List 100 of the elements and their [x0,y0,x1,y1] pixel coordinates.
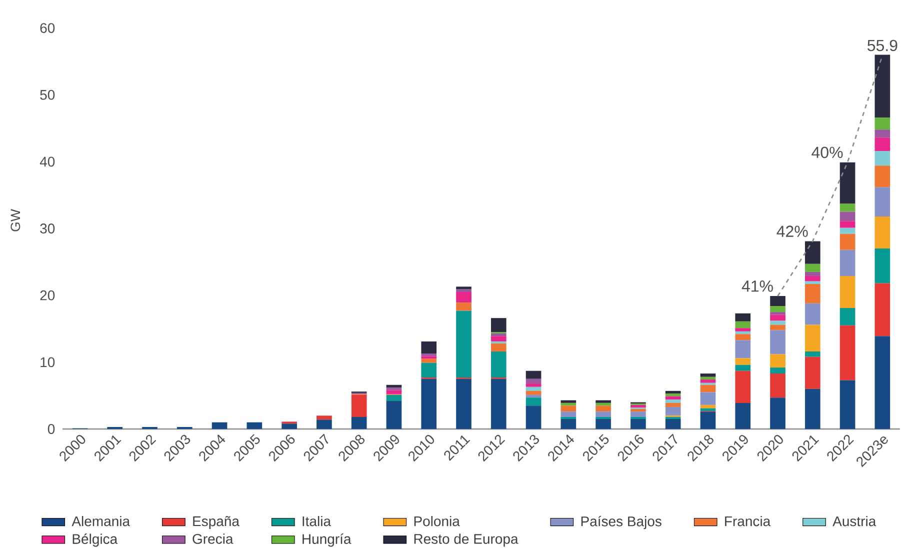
bar [526,370,542,379]
bar [735,402,751,429]
bar [700,408,716,411]
bar [840,228,856,234]
bar [735,358,751,365]
y-axis-title: GW [10,209,20,232]
bar [490,336,506,342]
bar [665,394,681,396]
annotation: 42% [776,226,808,237]
bar [456,310,472,378]
bar [735,370,751,403]
bar [421,341,437,354]
y-tick-label: 10 [40,357,55,368]
bar [735,328,751,332]
bar [316,416,332,420]
bar [700,404,716,408]
bar [804,356,820,389]
legend-label: Bélgica [72,534,118,547]
bar [770,368,786,374]
y-tick-label: 40 [40,156,55,167]
bar [770,354,786,368]
bar [770,314,786,321]
bar [560,418,576,429]
bar [840,276,856,308]
bar [874,336,890,429]
bar [665,402,681,407]
bar [596,412,611,417]
legend-label: Italia [302,516,332,526]
legend-label: Hungría [302,534,352,547]
bar [386,394,402,401]
bar [770,320,786,325]
bar [770,296,786,306]
bar [804,284,820,304]
legend-label: Países Bajos [581,516,662,530]
bar [665,400,681,403]
bar [804,281,820,284]
legend-label: Austria [832,516,876,526]
bar [665,390,681,394]
bar [804,272,820,276]
bar [804,388,820,429]
bar [456,378,472,429]
bar [316,420,332,429]
bar [770,398,786,429]
legend-label: Polonia [414,516,460,526]
bar [456,292,472,303]
bar [840,250,856,276]
bar [700,374,716,377]
bar [560,412,576,417]
bar [246,422,262,429]
bar [840,325,856,380]
bar [490,378,506,429]
bar [735,334,751,340]
bar [630,418,646,429]
bar [770,330,786,354]
legend-label: Resto de Europa [414,534,518,547]
bar [874,216,890,249]
bar [421,358,437,363]
legend-label: Alemania [72,516,130,526]
bar [840,162,856,204]
bar [874,54,890,118]
bar [490,333,506,336]
bar [421,353,437,356]
bar [490,351,506,378]
bar [840,212,856,222]
bar [526,394,542,398]
bar [490,343,506,352]
bar [804,324,820,352]
bar [630,404,646,408]
annotation: 41% [742,280,773,292]
bar [840,308,856,326]
bar [804,264,820,272]
bar [665,406,681,416]
y-tick-label: 20 [40,290,55,300]
bar [770,324,786,330]
bar [526,406,542,429]
bar [596,406,611,412]
bar [804,241,820,264]
bar [874,248,890,284]
bar [700,412,716,429]
bar [735,331,751,334]
bar [596,418,611,429]
bar [665,418,681,429]
bar [840,234,856,250]
bar [526,398,542,406]
bar [560,402,576,406]
bar [700,380,716,383]
bar [840,204,856,212]
bar [351,416,367,429]
bar [770,312,786,315]
bar [526,384,542,387]
bar [665,396,681,400]
bar [840,380,856,429]
bar [804,303,820,325]
bar [560,406,576,412]
bar [874,118,890,130]
y-tick-label: 0 [48,424,55,434]
bar [840,221,856,228]
bar [351,394,367,417]
bar [282,424,297,429]
bar [804,276,820,282]
